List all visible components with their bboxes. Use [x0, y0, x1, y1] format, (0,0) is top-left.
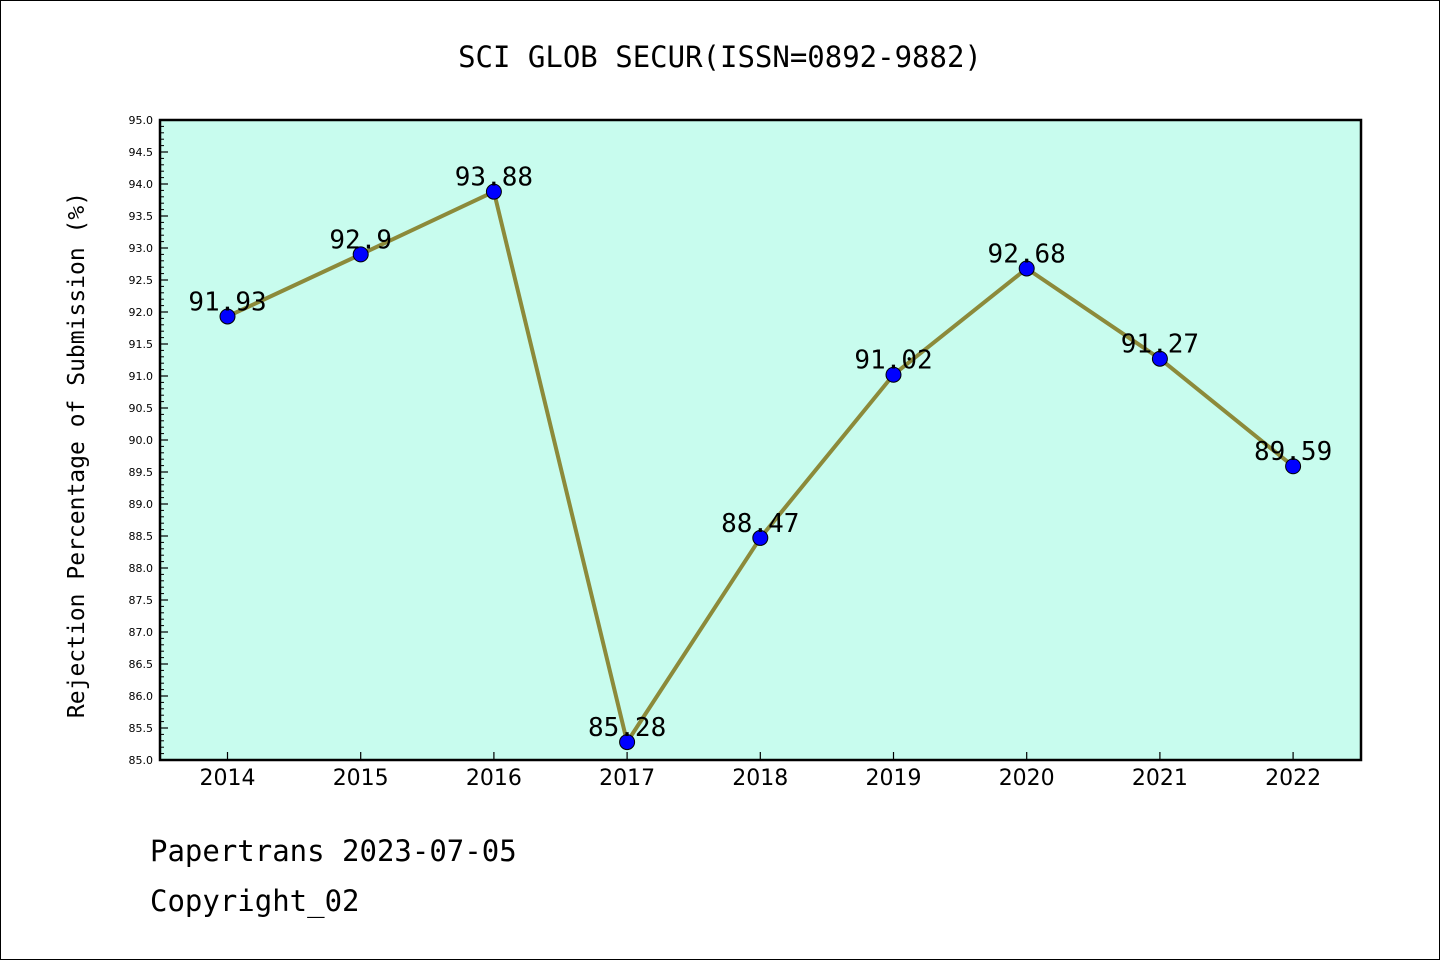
x-tick-label: 2016 [466, 766, 522, 791]
y-tick-label: 94.5 [129, 146, 154, 159]
data-point-marker [485, 183, 502, 200]
y-tick-label: 92.5 [129, 274, 154, 287]
data-point-marker [885, 366, 902, 383]
data-point-marker [1285, 458, 1302, 475]
x-tick-label: 2014 [200, 766, 256, 791]
x-tick-label: 2015 [333, 766, 389, 791]
data-label: 92.9 [329, 225, 392, 255]
y-tick-label: 88.0 [129, 562, 154, 575]
x-tick-label: 2021 [1132, 766, 1188, 791]
y-axis-label: Rejection Percentage of Submission (%) [64, 192, 90, 718]
data-point-marker [1018, 260, 1035, 277]
data-series: 91.93 92.9 93.88 85.28 88.47 91.02 92.68 91.27 8… [188, 163, 1332, 751]
footer-date-stamp: Papertrans 2023-07-05 [150, 834, 517, 868]
x-tick-label: 2018 [732, 766, 788, 791]
chart-title: SCI GLOB SECUR(ISSN=0892-9882) [458, 40, 982, 74]
x-tick-label: 2019 [866, 766, 922, 791]
y-tick-label: 91.5 [129, 338, 154, 351]
x-tick-label: 2017 [599, 766, 655, 791]
y-tick-label: 86.0 [129, 690, 154, 703]
data-point-marker [1151, 350, 1168, 367]
x-tick-label: 2020 [999, 766, 1055, 791]
plot-area [158, 118, 1363, 762]
data-point-marker [619, 734, 636, 751]
data-point-marker [752, 529, 769, 546]
y-axis: 85.0 85.5 86.0 86.5 87.0 87.5 88.0 88.5 89.0 89.5… [129, 114, 168, 767]
y-tick-label: 90.0 [129, 434, 154, 447]
data-label: 85.28 [588, 713, 666, 743]
y-tick-label: 90.5 [129, 402, 154, 415]
data-point-marker [352, 246, 369, 263]
y-tick-label: 87.5 [129, 594, 154, 607]
y-tick-label: 94.0 [129, 178, 154, 191]
y-tick-label: 95.0 [129, 114, 154, 127]
y-tick-label: 87.0 [129, 626, 154, 639]
y-tick-label: 85.0 [129, 754, 154, 767]
data-label: 88.47 [721, 509, 799, 539]
data-label: 93.88 [455, 163, 533, 193]
y-tick-label: 88.5 [129, 530, 154, 543]
data-label: 91.27 [1121, 330, 1199, 360]
data-label: 91.02 [854, 346, 932, 376]
data-point-marker [219, 308, 236, 325]
x-axis: 2014 2015 2016 2017 2018 2019 2020 2021 2022 [200, 752, 1321, 791]
data-label: 92.68 [988, 239, 1066, 269]
y-tick-label: 92.0 [129, 306, 154, 319]
y-tick-label: 89.0 [129, 498, 154, 511]
y-tick-label: 89.5 [129, 466, 154, 479]
data-label: 89.59 [1254, 437, 1332, 467]
y-tick-label: 91.0 [129, 370, 154, 383]
y-tick-label: 85.5 [129, 722, 154, 735]
x-tick-label: 2022 [1265, 766, 1321, 791]
y-tick-label: 93.5 [129, 210, 154, 223]
y-tick-label: 93.0 [129, 242, 154, 255]
data-label: 91.93 [188, 287, 266, 317]
footer-copyright: Copyright_02 [150, 884, 360, 918]
y-tick-label: 86.5 [129, 658, 154, 671]
